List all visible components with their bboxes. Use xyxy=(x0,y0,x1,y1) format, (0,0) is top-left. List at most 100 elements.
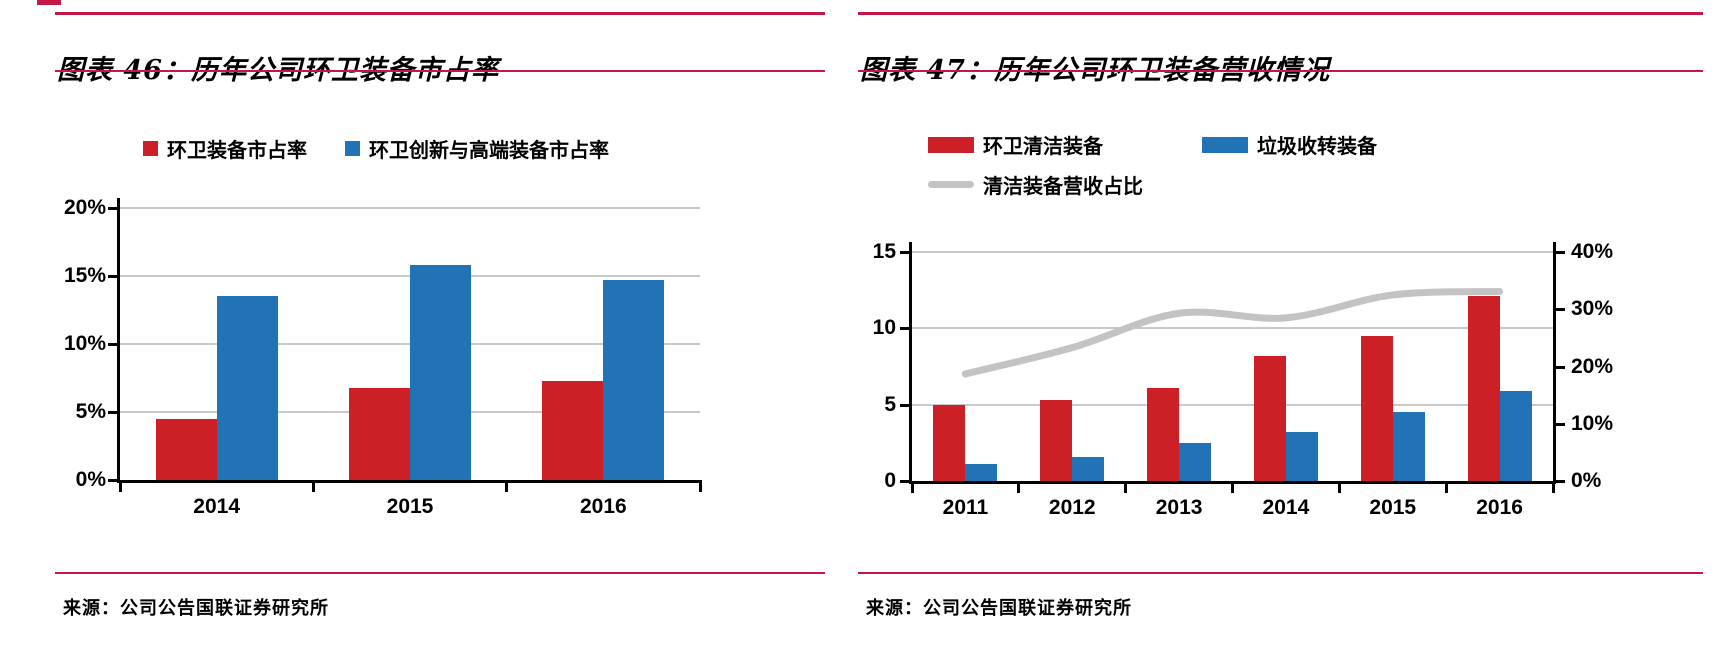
y-axis-tick-label: 5% xyxy=(75,400,106,423)
gray-line-swatch-icon xyxy=(928,181,974,188)
figure47-panel: 图表 47：历年公司环卫装备营收情况 环卫清洁装备 垃圾收转装备 清洁装备营收占… xyxy=(858,12,1703,637)
x-axis-tick xyxy=(1551,481,1555,493)
bar-环卫清洁装备-2013 xyxy=(1147,387,1180,481)
legend-label: 清洁装备营收占比 xyxy=(983,176,1143,198)
legend-label: 环卫创新与高端装备市占率 xyxy=(369,140,609,162)
bar-垃圾收转装备-2011 xyxy=(965,464,998,481)
x-axis-category-label: 2016 xyxy=(579,495,627,518)
secondary-y-axis-tick-label: 0% xyxy=(1571,469,1602,492)
secondary-y-axis-tick xyxy=(1556,251,1565,254)
y-axis-tick xyxy=(900,403,909,407)
secondary-y-axis-tick xyxy=(1556,308,1565,312)
y-axis-tick-label: 10 xyxy=(872,316,896,340)
y-axis-tick xyxy=(900,480,909,483)
secondary-y-axis-tick-label: 30% xyxy=(1571,297,1614,321)
legend-label: 环卫装备市占率 xyxy=(167,140,307,162)
figure47-top-rule xyxy=(858,12,1703,15)
legend-item-lajishouzhuan: 垃圾收转装备 xyxy=(1202,130,1377,159)
y-axis-tick-label: 10% xyxy=(63,332,106,355)
secondary-y-axis-tick xyxy=(1556,422,1565,426)
y-axis-line xyxy=(117,198,120,483)
x-axis-category-label: 2014 xyxy=(1262,496,1310,519)
y-axis-line xyxy=(909,242,912,484)
bar-垃圾收转装备-2013 xyxy=(1179,442,1212,481)
figure46-title-rule xyxy=(55,70,825,72)
y-axis-tick xyxy=(108,275,117,278)
figure46-bottom-rule xyxy=(55,572,825,574)
bar-环卫清洁装备-2014 xyxy=(1253,355,1286,481)
y-axis-tick xyxy=(900,327,909,331)
bar-垃圾收转装备-2015 xyxy=(1392,412,1425,481)
revenue-share-line xyxy=(961,288,1504,378)
bar-垃圾收转装备-2012 xyxy=(1072,456,1105,481)
bar-环卫装备市占率-2015 xyxy=(349,387,410,480)
y-axis-tick-label: 15 xyxy=(872,240,896,263)
y-gridline xyxy=(912,403,1553,406)
blue-bar-swatch-icon xyxy=(1202,136,1248,153)
bar-环卫创新与高端装备市占率-2016 xyxy=(603,280,665,480)
y-gridline xyxy=(912,251,1553,253)
x-axis-category-label: 2015 xyxy=(1369,496,1417,519)
secondary-y-axis-tick xyxy=(1556,365,1565,369)
secondary-y-axis-tick-label: 20% xyxy=(1571,354,1614,378)
secondary-y-axis-tick xyxy=(1556,480,1565,483)
secondary-y-axis-line xyxy=(1553,242,1556,484)
red-square-swatch-icon xyxy=(143,141,158,156)
red-bar-swatch-icon xyxy=(928,136,974,153)
bar-环卫创新与高端装备市占率-2015 xyxy=(410,265,471,480)
x-axis-tick xyxy=(1337,481,1341,493)
bar-环卫清洁装备-2016 xyxy=(1467,296,1500,481)
x-axis-tick xyxy=(1017,481,1021,493)
figure46-source: 来源：公司公告国联证券研究所 xyxy=(63,598,329,619)
figure46-panel: 图表 46：历年公司环卫装备市占率 环卫装备市占率 环卫创新与高端装备市占率 0… xyxy=(55,12,825,637)
bar-垃圾收转装备-2016 xyxy=(1499,390,1532,481)
y-axis-tick xyxy=(108,343,117,346)
x-axis-tick xyxy=(1444,481,1448,493)
figure47-title-rule xyxy=(858,70,1703,72)
bar-环卫清洁装备-2012 xyxy=(1040,400,1073,481)
y-axis-tick-label: 20% xyxy=(63,196,106,219)
x-axis-tick xyxy=(910,481,914,493)
x-axis-tick xyxy=(698,480,702,492)
x-axis-line xyxy=(909,481,1556,484)
line-series-清洁装备营收占比 xyxy=(961,288,1504,378)
legend-label: 垃圾收转装备 xyxy=(1257,136,1377,158)
bar-环卫清洁装备-2015 xyxy=(1360,335,1393,481)
figure46-legend: 环卫装备市占率 环卫创新与高端装备市占率 xyxy=(143,134,609,163)
x-axis-category-label: 2013 xyxy=(1155,496,1203,519)
y-gridline xyxy=(912,327,1553,330)
x-axis-category-label: 2011 xyxy=(942,496,989,519)
figure46-top-rule xyxy=(55,12,825,15)
x-axis-category-label: 2012 xyxy=(1048,496,1096,519)
x-axis-line xyxy=(117,480,700,483)
bar-环卫清洁装备-2011 xyxy=(933,404,966,481)
x-axis-category-label: 2014 xyxy=(193,495,241,518)
legend-label: 环卫清洁装备 xyxy=(983,136,1103,158)
bar-环卫装备市占率-2014 xyxy=(155,418,217,480)
x-axis-tick xyxy=(118,480,122,492)
x-axis-tick xyxy=(1124,481,1128,493)
y-axis-tick xyxy=(108,411,117,414)
y-axis-tick-label: 15% xyxy=(63,264,106,287)
legend-item-yingshouzhanbi: 清洁装备营收占比 xyxy=(928,170,1143,199)
x-axis-category-label: 2015 xyxy=(386,495,434,518)
x-axis-category-label: 2016 xyxy=(1476,496,1523,519)
y-axis-tick-label: 0 xyxy=(884,469,896,492)
figure47-plot-area: 0 5 10 15 0% 10% 20% 30% 40% 2011 2012 2013 2014 2015… xyxy=(873,240,1613,519)
figure46-plot-area: 0% 5% 10% 15% 20% 2014 2015 2016 xyxy=(64,196,702,518)
y-axis-tick xyxy=(108,479,117,482)
blue-square-swatch-icon xyxy=(345,141,360,156)
y-axis-tick-label: 0% xyxy=(75,468,106,491)
y-gridline xyxy=(120,207,700,209)
bar-环卫创新与高端装备市占率-2014 xyxy=(216,296,278,480)
figure47-title: 图表 47：历年公司环卫装备营收情况 xyxy=(860,55,1330,87)
y-axis-tick-label: 5 xyxy=(884,392,896,416)
figure47-bottom-rule xyxy=(858,572,1703,574)
page-corner-mark xyxy=(37,0,61,5)
bar-垃圾收转装备-2014 xyxy=(1285,432,1318,481)
figure46-title: 图表 46：历年公司环卫装备市占率 xyxy=(57,55,499,87)
figure47-source: 来源：公司公告国联证券研究所 xyxy=(866,598,1132,619)
y-axis-tick xyxy=(900,251,909,254)
bar-环卫装备市占率-2016 xyxy=(542,380,604,480)
